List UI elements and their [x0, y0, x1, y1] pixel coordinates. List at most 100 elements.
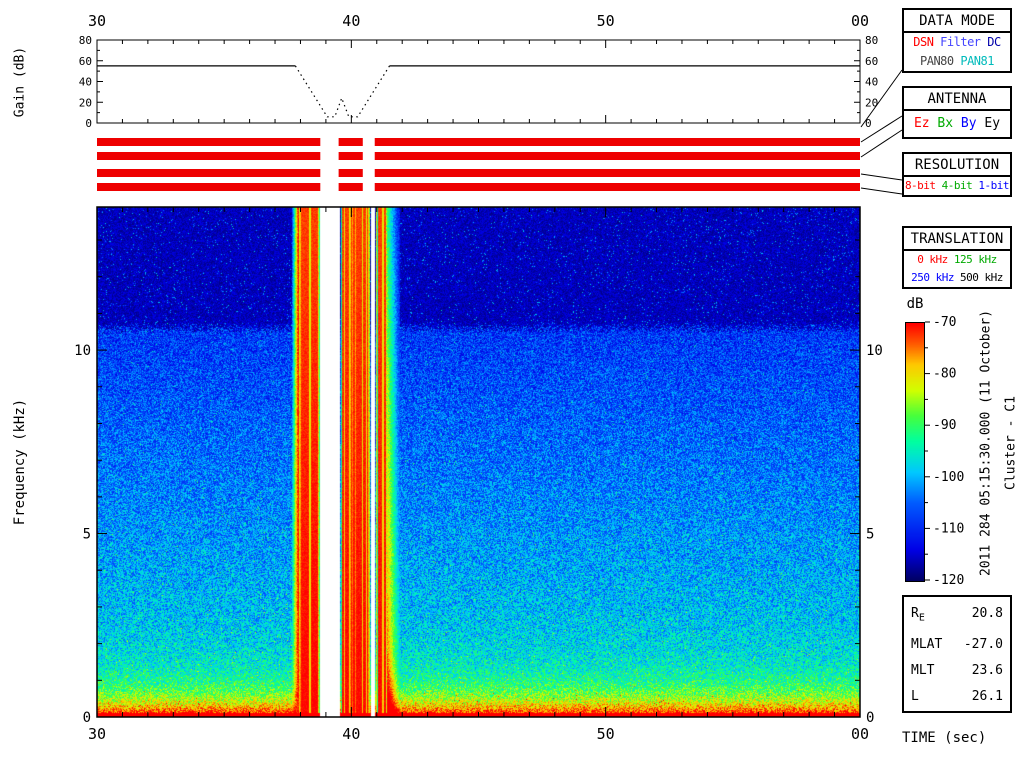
freq-tick-label-left: 0: [83, 710, 91, 726]
ephemeris-value: -27.0: [963, 636, 1003, 652]
panel-options-line: 0 kHz 125 kHz: [904, 251, 1010, 269]
timestamp-vertical-label: 2011 284 05:15:30.000 (11 October): [978, 309, 994, 577]
telemetry-bar-segment: [97, 169, 321, 177]
time-tick-label: 40: [342, 725, 360, 743]
panel-option: DC: [980, 35, 1001, 49]
frequency-axis-title: Frequency (kHz): [12, 398, 28, 526]
panel-options-line: 250 kHz 500 kHz: [904, 269, 1010, 287]
panel-option: 125 kHz: [947, 253, 997, 266]
telemetry-bar-segment: [338, 169, 363, 177]
ephemeris-label: MLT: [911, 662, 935, 678]
colorbar-tick-label: -70: [933, 315, 956, 330]
colorbar-tick-label: -80: [933, 367, 956, 382]
panel-options-line: DSN Filter DC: [904, 33, 1010, 52]
telemetry-bar-segment: [338, 183, 363, 191]
colorbar-tick-label: -120: [933, 573, 964, 588]
panel-option: 500 kHz: [953, 271, 1003, 284]
ephemeris-value: 26.1: [971, 688, 1003, 704]
freq-tick-label-right: 10: [866, 343, 883, 359]
telemetry-bar-segment: [374, 169, 860, 177]
panel-option: DSN: [913, 35, 934, 49]
gain-y-label-left: 40: [79, 76, 92, 89]
telemetry-bar-segment: [97, 183, 321, 191]
ephemeris-box: RE 20.8 MLAT -27.0 MLT 23.6 L 26.1: [902, 595, 1012, 713]
panel-options-line: Ez Bx By Ey: [904, 111, 1010, 137]
ephemeris-value: 20.8: [971, 606, 1003, 621]
panel-option: 250 kHz: [911, 271, 954, 284]
gain-y-label-right: 0: [865, 117, 872, 130]
callout-line: [860, 173, 903, 181]
panel-title: DATA MODE: [904, 10, 1010, 33]
freq-tick-label-left: 10: [74, 343, 91, 359]
ephemeris-row: L 26.1: [904, 684, 1010, 710]
ephemeris-row: RE 20.8: [904, 597, 1010, 632]
gain-time-label: 30: [88, 12, 106, 30]
telemetry-bar-segment: [374, 138, 860, 146]
ephemeris-label: MLAT: [911, 636, 943, 652]
panel-resolution: RESOLUTION 8-bit 4-bit 1-bit: [902, 152, 1012, 197]
gain-y-label-right: 80: [865, 34, 878, 47]
gain-time-label: 40: [342, 12, 360, 30]
panel-option: 1-bit: [972, 179, 1010, 192]
freq-tick-label-left: 5: [83, 527, 91, 543]
panel-option: 4-bit: [935, 179, 973, 192]
panel-options-line: PAN80 PAN81: [904, 52, 1010, 71]
panel-title: RESOLUTION: [904, 154, 1010, 177]
panel-antenna: ANTENNA Ez Bx By Ey: [902, 86, 1012, 139]
callout-line: [860, 129, 903, 158]
telemetry-bar-segment: [374, 152, 860, 160]
panel-option: 0 kHz: [917, 253, 948, 266]
panel-title: ANTENNA: [904, 88, 1010, 111]
ephemeris-row: MLAT -27.0: [904, 632, 1010, 658]
gain-y-label-right: 60: [865, 55, 878, 68]
spacecraft-vertical-label: Cluster - C1: [1003, 396, 1019, 490]
freq-tick-label-right: 0: [866, 710, 874, 726]
telemetry-bar-segment: [374, 183, 860, 191]
panel-option: PAN80: [920, 54, 954, 68]
gain-y-label-right: 20: [865, 96, 878, 109]
telemetry-bar-segment: [338, 138, 363, 146]
gain-curve: [294, 65, 391, 118]
time-tick-label: 30: [88, 725, 106, 743]
panel-option: 8-bit: [904, 179, 936, 192]
time-tick-label: 00: [851, 725, 869, 743]
callout-line: [860, 115, 903, 143]
colorbar-units-label: dB: [906, 296, 924, 312]
gain-y-label-right: 40: [865, 76, 878, 89]
gain-axis-title: Gain (dB): [12, 46, 28, 118]
panel-option: Filter: [933, 35, 981, 49]
panel-option: By: [953, 116, 977, 131]
ephemeris-label: L: [911, 688, 919, 704]
telemetry-bar-segment: [338, 152, 363, 160]
panel-data-mode: DATA MODE DSN Filter DC PAN80 PAN81: [902, 8, 1012, 73]
gain-y-label-left: 80: [79, 34, 92, 47]
panel-title: TRANSLATION: [904, 228, 1010, 251]
telemetry-bar-segment: [97, 152, 321, 160]
callout-line: [860, 69, 903, 128]
gain-y-label-left: 0: [85, 117, 92, 130]
colorbar-tick-label: -110: [933, 521, 964, 536]
colorbar-tick-label: -90: [933, 418, 956, 433]
spectrogram-canvas: [97, 207, 860, 717]
panel-option: Bx: [929, 116, 954, 131]
panel-translation: TRANSLATION 0 kHz 125 kHz 250 kHz 500 kHz: [902, 226, 1012, 289]
time-axis-title: TIME (sec): [902, 730, 987, 746]
freq-tick-label-right: 5: [866, 527, 874, 543]
panel-option: Ez: [913, 116, 930, 131]
ephemeris-value: 23.6: [971, 662, 1003, 678]
panel-option: PAN81: [953, 54, 994, 68]
panel-options-line: 8-bit 4-bit 1-bit: [904, 177, 1010, 195]
gain-y-label-left: 20: [79, 96, 92, 109]
gain-time-label: 50: [597, 12, 615, 30]
callout-line: [860, 187, 903, 195]
colorbar-canvas: [905, 322, 925, 582]
spectrogram-border: [96, 206, 861, 718]
colorbar-tick-label: -100: [933, 470, 964, 485]
time-tick-label: 50: [597, 725, 615, 743]
gain-plot-border: [96, 39, 861, 124]
telemetry-bar-segment: [97, 138, 321, 146]
gain-time-label: 00: [851, 12, 869, 30]
ephemeris-row: MLT 23.6: [904, 658, 1010, 684]
gain-y-label-left: 60: [79, 55, 92, 68]
